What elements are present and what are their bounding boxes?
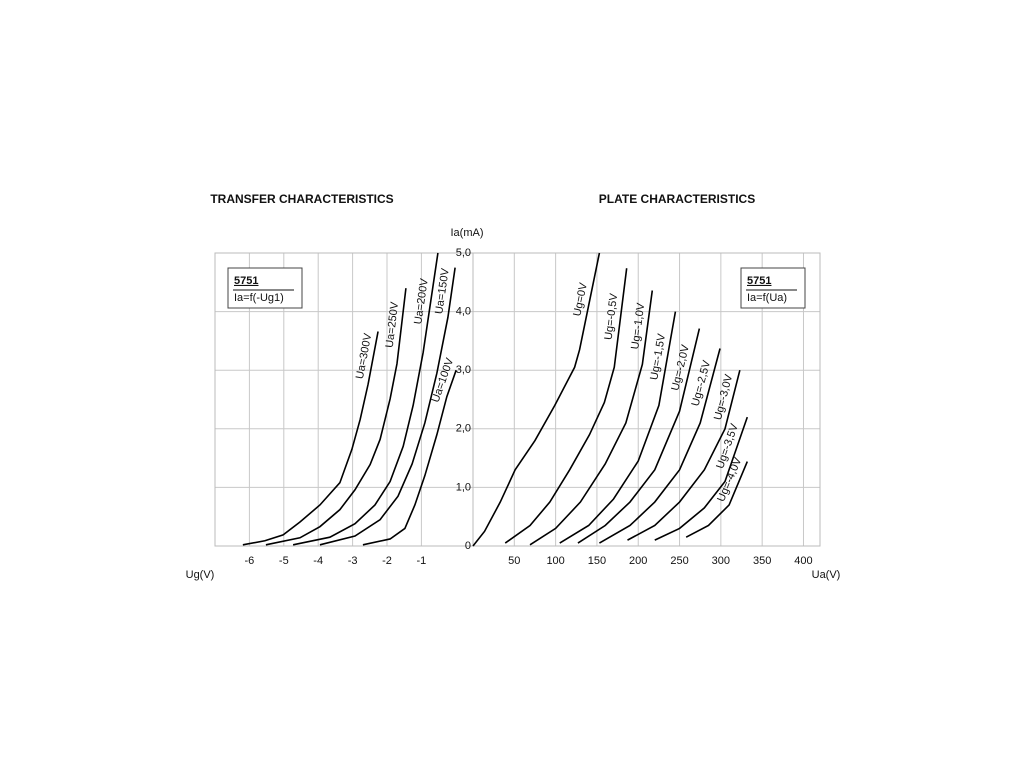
x-tick-label: 350: [753, 555, 771, 567]
curve: [599, 348, 721, 544]
series-label: Ua=250V: [384, 301, 401, 349]
x-tick-label: 50: [508, 555, 520, 567]
series-label: Ua=300V: [354, 332, 374, 380]
y-tick-label: 5,0: [456, 247, 471, 259]
x-tick-label: -2: [382, 555, 392, 567]
x-tick-label: -1: [417, 555, 427, 567]
curve: [504, 268, 628, 544]
series-label: Ug=-2,5V: [690, 359, 714, 408]
x-tick-label: 250: [670, 555, 688, 567]
x-tick-label: -3: [348, 555, 358, 567]
x-tick-label: -4: [313, 555, 323, 567]
y-tick-label: 4,0: [456, 306, 471, 318]
y-axis-label: Ia(mA): [451, 227, 484, 239]
curve: [292, 252, 439, 546]
curve: [559, 311, 677, 544]
y-tick-label: 2,0: [456, 423, 471, 435]
x-axis-label: Ua(V): [812, 569, 841, 581]
curve: [242, 331, 379, 546]
series-label: Ug=-0,5V: [603, 292, 621, 341]
x-tick-label: -6: [245, 555, 255, 567]
curve: [362, 369, 457, 546]
chart-title: TRANSFER CHARACTERISTICS: [210, 192, 393, 206]
curve: [577, 328, 701, 544]
label-box-formula: Ia=f(-Ug1): [234, 292, 284, 304]
x-tick-label: 100: [546, 555, 564, 567]
plot-frame: [472, 252, 821, 547]
label-box-title: 5751: [234, 275, 258, 287]
curve: [627, 370, 741, 541]
y-tick-label: 1,0: [456, 481, 471, 493]
curve: [265, 288, 407, 546]
curve: [654, 416, 749, 541]
label-box: [227, 267, 303, 309]
curve: [529, 290, 654, 546]
label-box-formula: Ia=f(Ua): [747, 292, 787, 304]
curve: [319, 267, 456, 546]
x-axis-label: Ug(V): [186, 569, 215, 581]
y-tick-label: 3,0: [456, 364, 471, 376]
x-tick-label: -5: [279, 555, 289, 567]
label-box: [740, 267, 806, 309]
series-label: Ug=-3,0V: [712, 372, 735, 421]
x-tick-label: 150: [588, 555, 606, 567]
series-label: Ug=-2,0V: [669, 343, 692, 392]
x-tick-label: 400: [794, 555, 812, 567]
x-tick-label: 300: [712, 555, 730, 567]
x-tick-label: 200: [629, 555, 647, 567]
chart-title: PLATE CHARACTERISTICS: [599, 192, 755, 206]
label-box-title: 5751: [747, 275, 771, 287]
curve: [685, 461, 749, 538]
y-tick-label: 0: [465, 540, 471, 552]
curve: [472, 252, 601, 547]
